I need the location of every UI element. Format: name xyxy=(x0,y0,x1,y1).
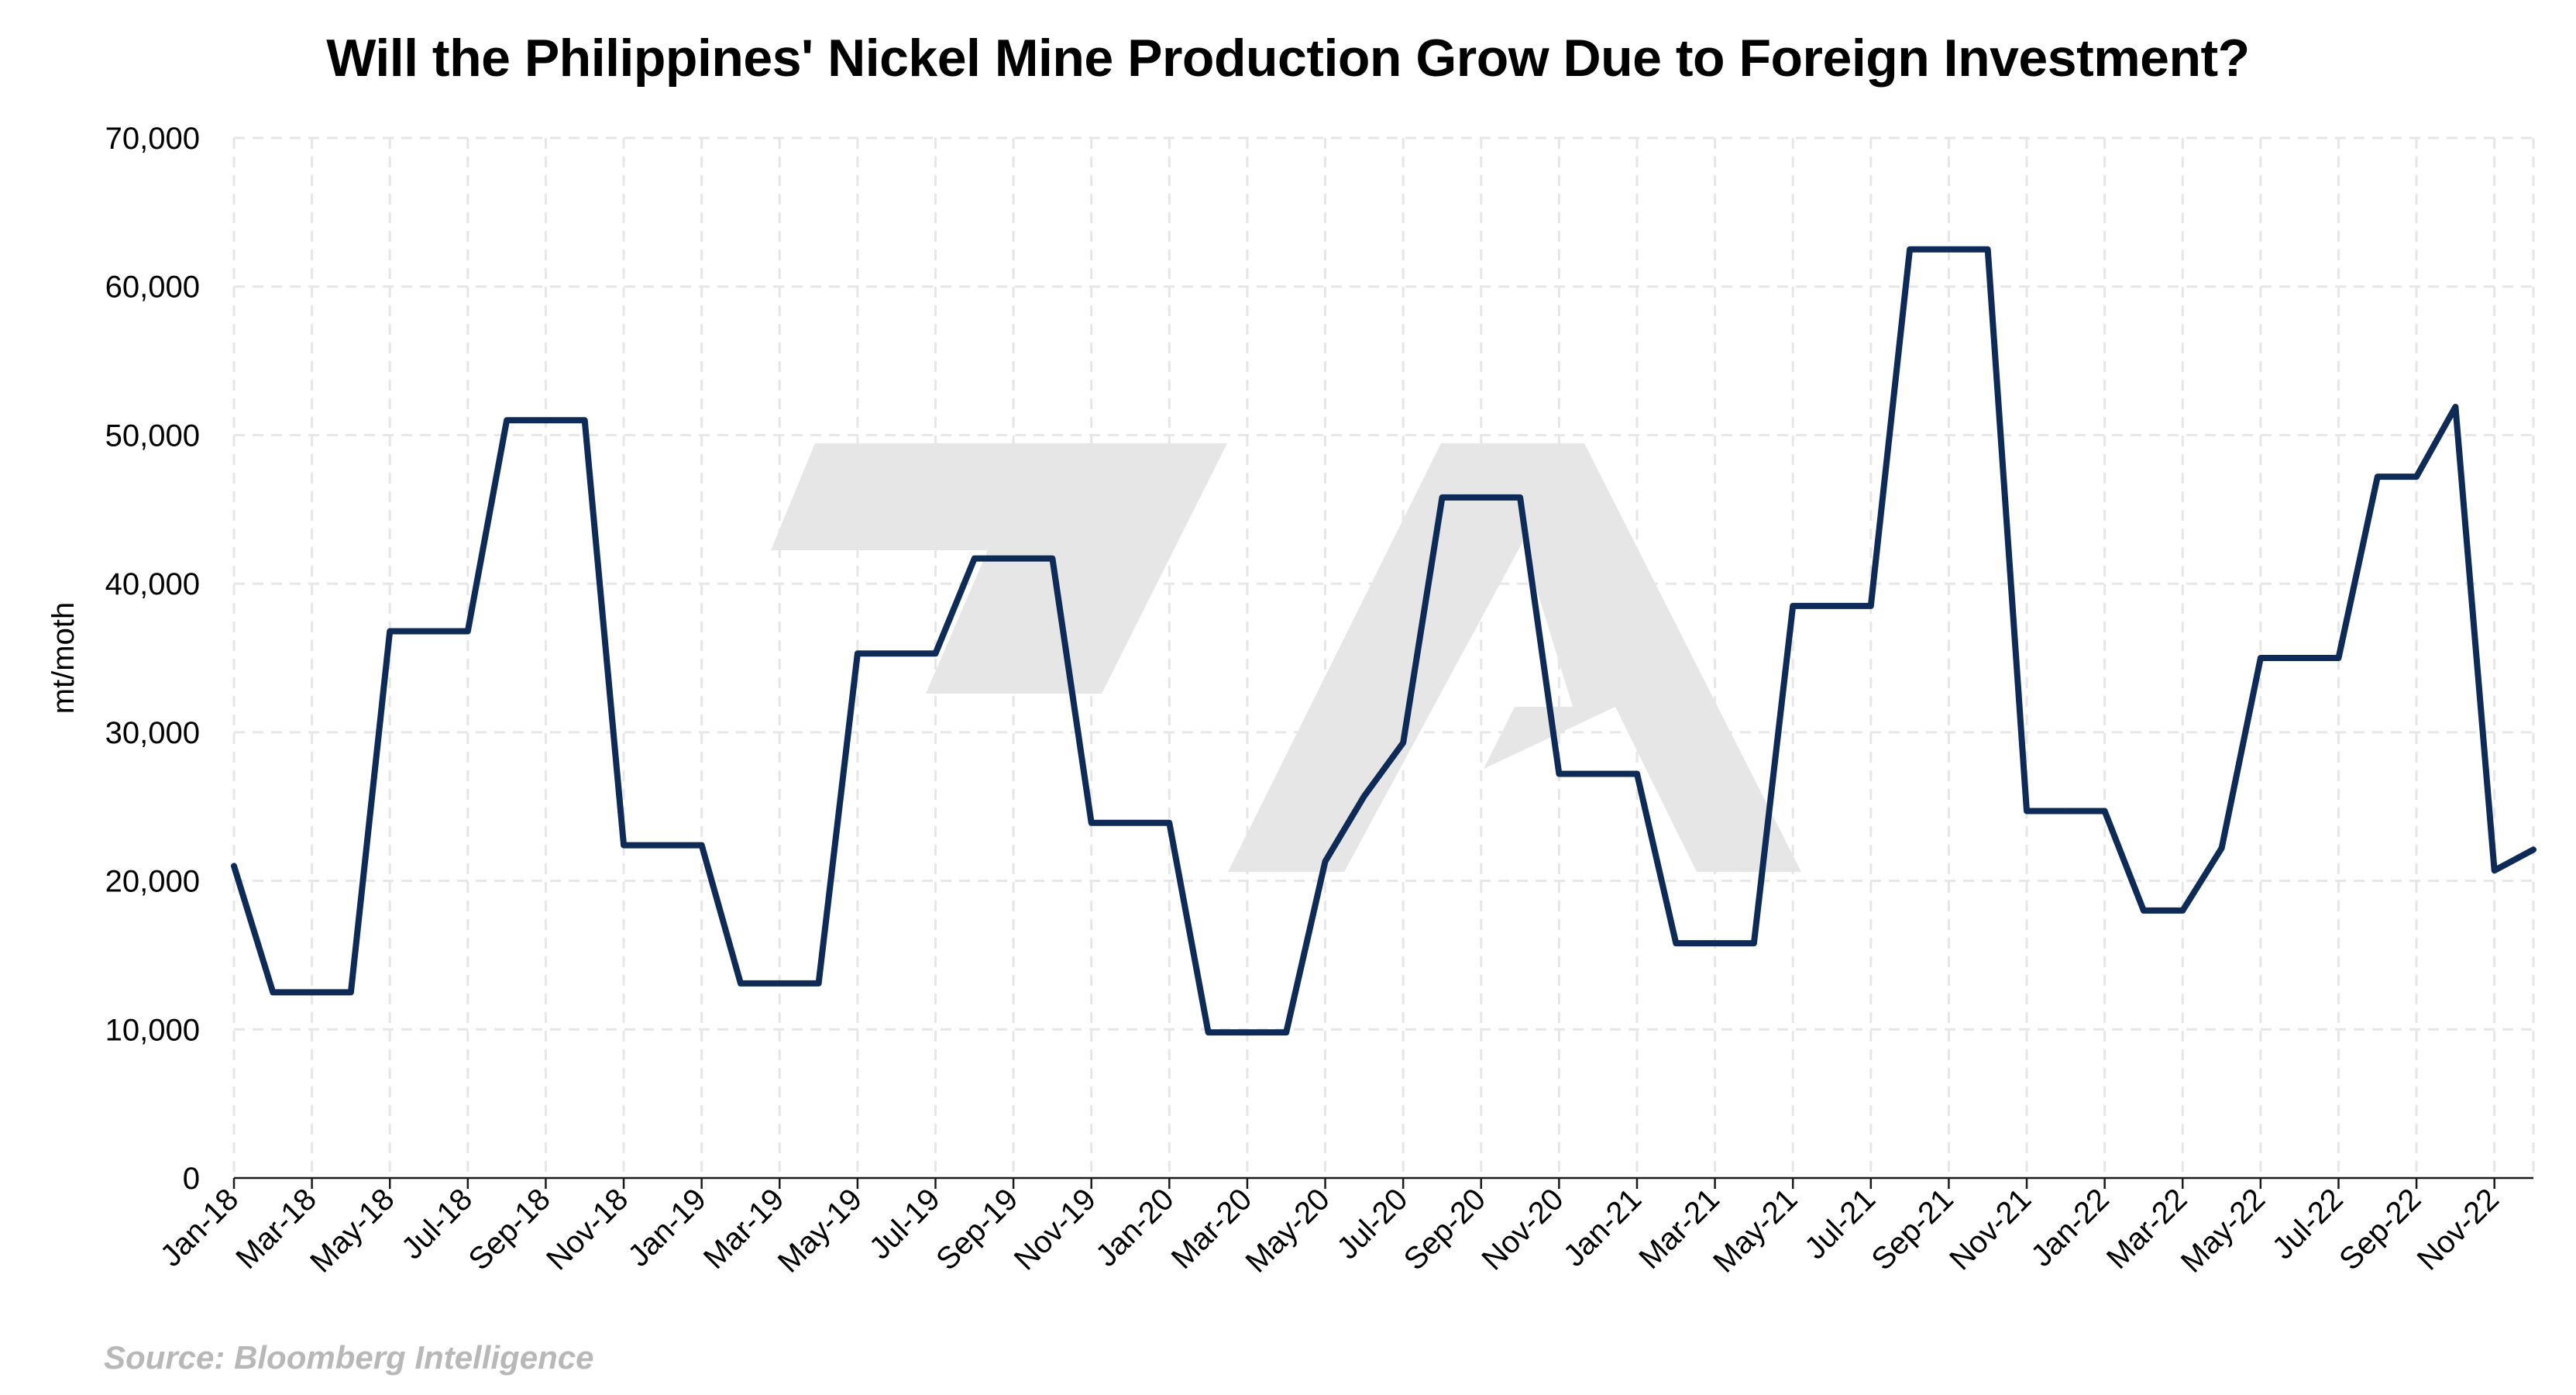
data-point xyxy=(2143,910,2144,911)
y-axis-label: mt/moth xyxy=(46,602,81,714)
watermark-seven-shape xyxy=(771,443,1227,694)
x-tick-label: Mar-20 xyxy=(1165,1182,1259,1276)
y-tick-label: 60,000 xyxy=(105,270,200,305)
data-point xyxy=(896,653,897,654)
x-tick-label: Jan-21 xyxy=(1557,1182,1649,1273)
data-point xyxy=(1558,773,1560,775)
data-point xyxy=(467,630,469,632)
data-point xyxy=(1285,1032,1287,1033)
x-tick-label: Mar-19 xyxy=(697,1182,791,1276)
data-point xyxy=(1013,558,1014,560)
watermark-a-shape xyxy=(1228,443,1801,872)
data-point xyxy=(1325,861,1326,863)
data-point xyxy=(2260,657,2261,659)
data-point xyxy=(1441,497,1443,498)
x-tick-label: Sep-21 xyxy=(1865,1182,1959,1276)
x-tick-label: May-19 xyxy=(772,1182,868,1279)
data-point xyxy=(1987,249,1989,250)
data-point xyxy=(584,419,586,421)
y-tick-label: 20,000 xyxy=(105,865,200,899)
data-point xyxy=(1519,497,1521,498)
data-point xyxy=(1909,249,1911,250)
data-point xyxy=(1714,942,1716,944)
x-tick-label: May-20 xyxy=(1239,1182,1336,1279)
y-tick-label: 10,000 xyxy=(105,1013,200,1047)
x-tick-label: Nov-21 xyxy=(1943,1182,2038,1276)
data-point xyxy=(934,653,936,654)
x-tick-label: Sep-20 xyxy=(1398,1182,1492,1276)
x-tick-label: May-18 xyxy=(304,1182,401,1279)
x-tick-label: Mar-22 xyxy=(2100,1182,2194,1276)
data-point xyxy=(662,845,663,846)
data-point xyxy=(545,419,546,421)
data-point xyxy=(311,991,313,993)
data-point xyxy=(1091,822,1092,824)
y-tick-label: 40,000 xyxy=(105,567,200,601)
x-tick-label: Nov-20 xyxy=(1475,1182,1570,1276)
x-tick-label: Sep-18 xyxy=(462,1182,556,1276)
x-tick-label: Sep-19 xyxy=(930,1182,1024,1276)
data-point xyxy=(1636,773,1638,775)
x-tick-label: Jan-20 xyxy=(1089,1182,1181,1273)
data-point xyxy=(1130,822,1131,824)
data-point xyxy=(2182,910,2183,911)
x-tick-label: Jan-19 xyxy=(621,1182,713,1273)
data-point xyxy=(701,845,703,846)
data-point xyxy=(1792,605,1794,607)
data-point xyxy=(2454,406,2456,408)
data-point xyxy=(2221,847,2223,849)
series-group xyxy=(231,246,2536,1036)
y-axis-ticks: 0 10,000 20,000 30,000 40,000 50,000 60,000 70,… xyxy=(105,122,200,1196)
data-point xyxy=(857,653,858,654)
y-tick-label: 70,000 xyxy=(105,122,200,156)
data-point xyxy=(2299,657,2300,659)
chart-title: Will the Philippines' Nickel Mine Produc… xyxy=(326,29,2250,88)
x-tick-label: Nov-19 xyxy=(1008,1182,1102,1276)
watermark-logo xyxy=(771,443,1801,872)
data-point xyxy=(1168,822,1170,824)
source-note: Source: Bloomberg Intelligence xyxy=(104,1339,594,1376)
x-tick-label: Sep-22 xyxy=(2333,1182,2427,1276)
data-point xyxy=(1753,942,1755,944)
x-tick-label: Nov-18 xyxy=(540,1182,635,1276)
data-point xyxy=(1051,558,1053,560)
data-point xyxy=(1402,742,1404,743)
x-tick-label: Nov-22 xyxy=(2411,1182,2505,1276)
x-tick-label: Mar-21 xyxy=(1632,1182,1726,1276)
grid-lines xyxy=(232,136,2535,1178)
series-line-1 xyxy=(231,246,2536,1036)
x-tick-label: Mar-18 xyxy=(229,1182,323,1276)
data-point xyxy=(1831,605,1833,607)
data-point xyxy=(2494,870,2495,871)
y-tick-label: 30,000 xyxy=(105,716,200,750)
data-point xyxy=(974,558,975,560)
x-tick-label: May-22 xyxy=(2175,1182,2272,1279)
y-tick-label: 0 xyxy=(183,1162,200,1196)
data-point xyxy=(1948,249,1949,250)
data-point xyxy=(1675,942,1677,944)
data-point xyxy=(428,630,430,632)
y-tick-label: 50,000 xyxy=(105,418,200,453)
x-tick-label: May-21 xyxy=(1707,1182,1804,1279)
data-point xyxy=(1870,605,1872,607)
data-point xyxy=(1208,1032,1209,1033)
data-point xyxy=(2533,849,2534,850)
x-axis: Jan-18Mar-18May-18Jul-18Sep-18Nov-18Jan-… xyxy=(154,1176,2533,1280)
x-tick-label: Jan-22 xyxy=(2024,1182,2116,1273)
data-point xyxy=(350,991,352,993)
data-point xyxy=(2337,657,2339,659)
